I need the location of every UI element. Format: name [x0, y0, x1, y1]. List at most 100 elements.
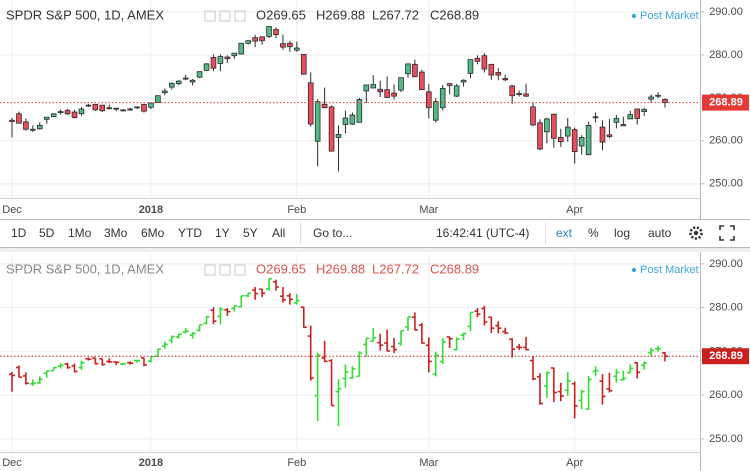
option-button[interactable]: % [588, 226, 599, 240]
x-tick-label: Feb [287, 457, 306, 469]
last-price-box [702, 94, 749, 111]
candle-body [356, 99, 363, 123]
ohlc-value: C268.89 [430, 7, 479, 22]
range-button[interactable]: 1Y [215, 226, 230, 240]
candle-body [43, 116, 50, 120]
candle-body [113, 107, 120, 110]
candle-body [509, 85, 515, 97]
chart-candlestick: 250.00260.00270.00280.00290.00Dec2018Feb… [0, 0, 749, 216]
candle-body [64, 109, 71, 115]
x-tick-label: Mar [419, 457, 438, 469]
candle-body [335, 133, 342, 138]
candle-body [544, 118, 550, 133]
candle-body [78, 108, 85, 115]
header-icon[interactable] [219, 10, 231, 22]
candle-body [273, 29, 279, 36]
range-button[interactable]: All [272, 226, 285, 240]
option-button[interactable]: ext [556, 226, 573, 240]
candle-body [127, 108, 133, 111]
goto-button[interactable]: Go to... [313, 226, 352, 240]
post-market-badge: Post Market [640, 10, 699, 22]
candle-body [71, 111, 78, 119]
candle-body [57, 111, 64, 114]
candle-body [495, 72, 502, 76]
post-market-badge: Post Market [640, 264, 699, 276]
x-tick-label: Dec [2, 457, 22, 469]
candle-body [224, 56, 231, 60]
candle-body [99, 104, 106, 112]
range-button[interactable]: 1Mo [68, 226, 92, 240]
candle-body [398, 77, 404, 91]
header-icon[interactable] [234, 264, 246, 276]
range-button[interactable]: YTD [178, 226, 202, 240]
settings-icon[interactable] [689, 226, 703, 240]
ohlc-value: H269.88 [316, 7, 365, 22]
candle-body [280, 43, 286, 48]
header-icon[interactable] [234, 10, 246, 22]
y-tick-label: 290.00 [709, 258, 743, 270]
candle-body [92, 103, 99, 111]
candle-body [155, 95, 161, 103]
candle-body [106, 107, 113, 110]
candle-body [551, 113, 557, 139]
candle-body [391, 92, 397, 97]
header-icon[interactable] [204, 264, 216, 276]
range-button[interactable]: 3Mo [104, 226, 128, 240]
candle-body [648, 96, 654, 100]
candle-body [342, 117, 349, 125]
range-button[interactable]: 6Mo [141, 226, 165, 240]
badge-dot [631, 13, 637, 19]
candle-body [655, 94, 661, 97]
ohlc-value: O269.65 [256, 7, 306, 22]
chart-gap [0, 248, 750, 252]
header-icon[interactable] [219, 264, 231, 276]
last-price-box [702, 348, 749, 365]
candle-body [162, 90, 168, 94]
range-button[interactable]: 1D [11, 226, 27, 240]
ohlc-value: C268.89 [430, 261, 479, 276]
candle-body [238, 42, 245, 55]
candle-body [50, 113, 57, 118]
symbol-title: SPDR S&P 500, 1D, AMEX [6, 261, 164, 276]
y-tick-label: 250.00 [709, 178, 743, 190]
candle-body [168, 82, 175, 88]
candle-body [148, 102, 154, 108]
candle-body [606, 134, 613, 137]
x-tick-label: Apr [566, 457, 583, 469]
candle-body [384, 89, 390, 98]
candle-body [328, 106, 335, 152]
candle-body [287, 42, 293, 48]
x-tick-label: Apr [566, 204, 583, 216]
candle-body [627, 114, 634, 120]
candle-body [599, 126, 606, 143]
candle-body [182, 77, 189, 80]
candle-body [349, 114, 356, 125]
fullscreen-icon[interactable] [719, 225, 735, 241]
option-button[interactable]: auto [648, 226, 672, 240]
candle-body [245, 40, 251, 44]
candle-body [641, 109, 647, 113]
symbol-title: SPDR S&P 500, 1D, AMEX [6, 7, 164, 22]
option-button[interactable]: log [614, 226, 630, 240]
candle-body [453, 85, 460, 97]
candle-body [634, 108, 641, 119]
last-price-label: 268.89 [709, 97, 743, 109]
candle-body [217, 56, 224, 64]
candle-body [405, 63, 411, 75]
candle-body [203, 63, 210, 71]
candle-body [578, 136, 585, 147]
range-button[interactable]: 5D [39, 226, 55, 240]
clock: 16:42:41 (UTC-4) [436, 226, 529, 240]
header-icon[interactable] [204, 10, 216, 22]
chart-ohlc: 250.00260.00270.00280.00290.00Dec2018Feb… [0, 254, 749, 469]
y-tick-label: 260.00 [709, 135, 743, 147]
x-tick-label: Dec [2, 204, 22, 216]
candle-body [9, 119, 15, 122]
candle-body [467, 59, 474, 74]
candle-body [134, 106, 140, 109]
x-tick-label: Mar [419, 204, 438, 216]
range-button[interactable]: 5Y [243, 226, 258, 240]
badge-dot [631, 267, 637, 273]
candle-body [481, 55, 488, 70]
candle-body [377, 88, 383, 93]
